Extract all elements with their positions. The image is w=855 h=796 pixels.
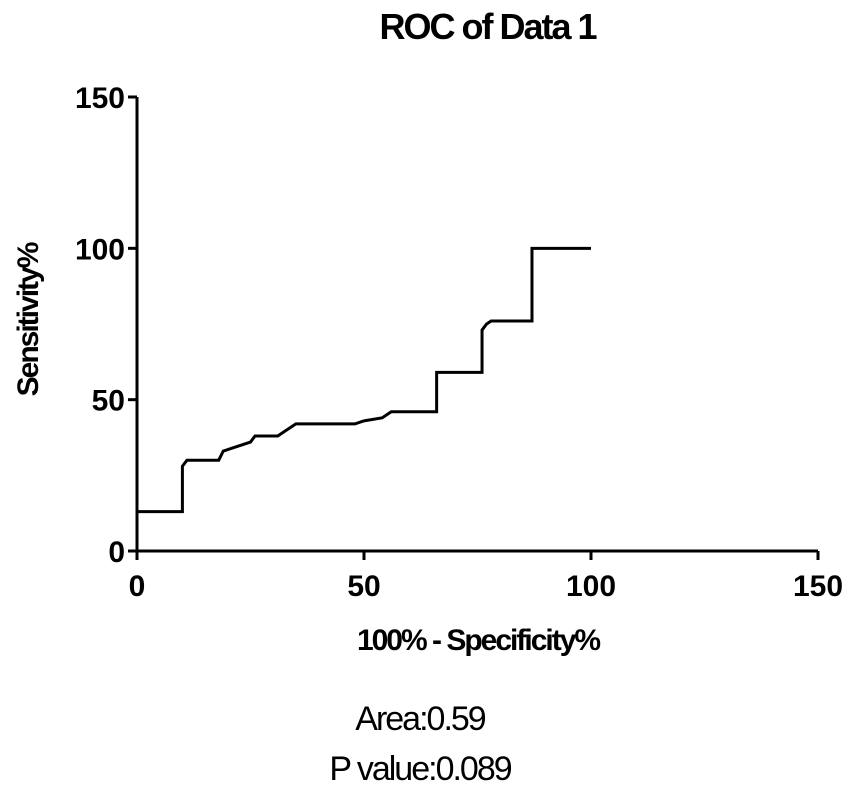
y-axis-label: Sensitivity% xyxy=(12,242,45,396)
x-axis-label: 100% - Specificity% xyxy=(357,624,600,657)
x-tick-label: 100 xyxy=(566,570,616,603)
y-tick-label: 50 xyxy=(92,385,125,418)
chart-title: ROC of Data 1 xyxy=(379,6,597,47)
axes xyxy=(135,97,818,553)
series xyxy=(137,246,591,514)
x-tick-label: 0 xyxy=(129,570,146,603)
y-tick-label: 150 xyxy=(75,82,125,115)
ticks: 0 50 100 150 0 50 100 150 xyxy=(75,82,843,603)
roc-curve xyxy=(137,246,591,514)
x-tick-label: 50 xyxy=(347,570,380,603)
y-tick-label: 100 xyxy=(75,233,125,266)
roc-chart: 0 50 100 150 0 50 100 150 100% - Specificity% S… xyxy=(12,82,843,657)
area-stat: Area:0.59 xyxy=(355,700,486,738)
x-tick-label: 150 xyxy=(793,570,843,603)
y-tick-label: 0 xyxy=(108,536,125,569)
p-value-stat: P value:0.089 xyxy=(329,750,512,788)
